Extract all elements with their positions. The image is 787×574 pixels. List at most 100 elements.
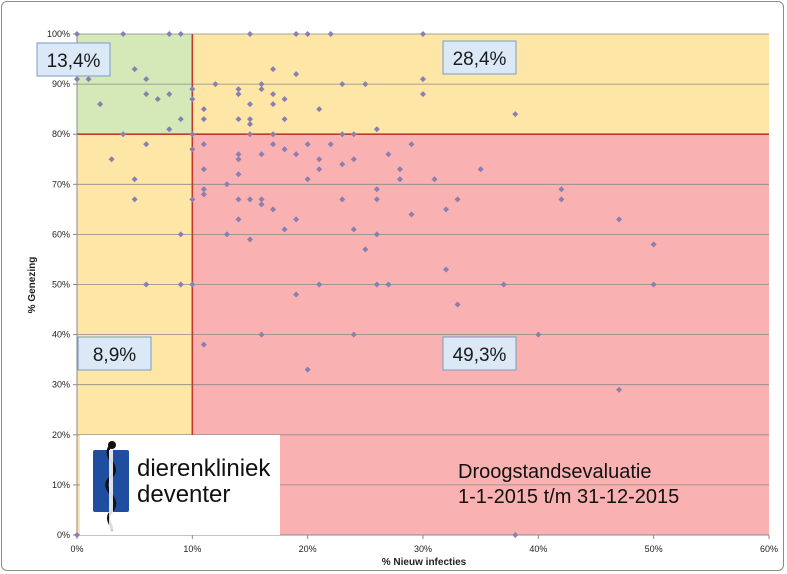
data-point <box>350 156 357 163</box>
quadrant-label-top-left: 13,4% <box>47 51 101 72</box>
y-axis-label: % Genezing <box>27 257 38 314</box>
data-point <box>443 266 450 273</box>
data-point <box>247 31 253 37</box>
data-point <box>74 532 80 538</box>
data-point <box>431 176 438 183</box>
data-point <box>420 91 426 98</box>
data-point <box>108 156 115 163</box>
data-point <box>373 186 380 193</box>
data-point <box>166 91 173 98</box>
quadrant-label-box <box>36 42 111 77</box>
data-point <box>74 76 80 83</box>
data-point <box>327 31 334 37</box>
data-point <box>200 116 207 123</box>
data-point <box>293 71 300 78</box>
data-point <box>143 281 150 288</box>
data-point <box>281 226 288 233</box>
data-point <box>270 206 277 213</box>
data-point <box>247 121 253 128</box>
data-point <box>200 341 207 348</box>
data-point <box>304 141 311 148</box>
data-point <box>258 331 265 338</box>
data-point <box>189 146 196 153</box>
data-point <box>120 31 127 37</box>
y-tick-label: 30% <box>52 380 70 390</box>
data-point <box>281 116 288 123</box>
data-point <box>247 101 253 108</box>
data-point <box>235 216 242 223</box>
data-point <box>200 141 207 148</box>
data-point <box>396 176 403 183</box>
data-point <box>558 196 565 203</box>
data-point <box>235 91 242 98</box>
data-point <box>200 191 207 198</box>
x-tick-label: 0% <box>70 544 83 554</box>
data-point <box>500 281 507 288</box>
data-point <box>258 151 265 158</box>
annotation-date-range: 1-1-2015 t/m 31-12-2015 <box>458 486 679 508</box>
y-tick-label: 80% <box>52 129 70 139</box>
x-tick-label: 10% <box>183 544 201 554</box>
data-point <box>154 96 161 103</box>
x-tick-label: 60% <box>760 544 778 554</box>
logo-text-line2: deventer <box>137 481 230 508</box>
data-point <box>258 201 265 208</box>
data-point <box>339 131 346 138</box>
data-point <box>258 81 265 88</box>
data-point <box>200 186 207 193</box>
data-point <box>258 86 265 93</box>
data-point <box>177 116 184 123</box>
data-point <box>339 196 346 203</box>
y-tick-label: 50% <box>52 280 70 290</box>
data-point <box>247 236 253 243</box>
data-point <box>235 196 242 203</box>
data-point <box>316 166 323 173</box>
data-point <box>650 281 657 288</box>
data-point <box>362 246 369 253</box>
snake-head-icon <box>108 441 116 449</box>
data-point <box>131 176 138 183</box>
logo: dierenkliniek deventer <box>80 435 280 535</box>
x-tick-label: 50% <box>645 544 663 554</box>
data-point <box>350 331 357 338</box>
y-tick-label: 10% <box>52 480 70 490</box>
data-point <box>281 146 288 153</box>
data-point <box>362 81 369 88</box>
data-point <box>420 31 426 37</box>
data-point <box>650 241 657 248</box>
data-point <box>339 161 346 168</box>
annotation-title: Droogstandsevaluatie <box>458 461 651 483</box>
data-point <box>189 281 196 288</box>
data-point <box>189 196 196 203</box>
data-point <box>212 81 219 88</box>
data-point <box>270 131 277 138</box>
data-point <box>512 532 519 538</box>
data-point <box>143 76 150 83</box>
quadrant-label-box <box>442 40 517 75</box>
data-point <box>316 281 323 288</box>
data-point <box>166 126 173 133</box>
data-point <box>293 216 300 223</box>
data-point <box>131 196 138 203</box>
data-point <box>304 366 311 373</box>
data-point <box>304 31 311 37</box>
y-tick-label: 40% <box>52 330 70 340</box>
data-point <box>512 111 519 118</box>
data-point <box>420 76 426 83</box>
data-point <box>235 116 242 123</box>
x-tick-label: 40% <box>529 544 547 554</box>
data-point <box>293 151 300 158</box>
data-point <box>327 141 334 148</box>
data-point <box>293 291 300 298</box>
data-point <box>270 101 277 108</box>
data-point <box>235 151 242 158</box>
data-point <box>235 171 242 178</box>
data-point <box>247 116 253 123</box>
data-point <box>258 196 265 203</box>
data-point <box>385 151 392 158</box>
data-point <box>270 91 277 98</box>
data-point <box>131 66 138 73</box>
data-point <box>616 386 623 393</box>
data-point <box>85 76 92 83</box>
data-point <box>373 281 380 288</box>
